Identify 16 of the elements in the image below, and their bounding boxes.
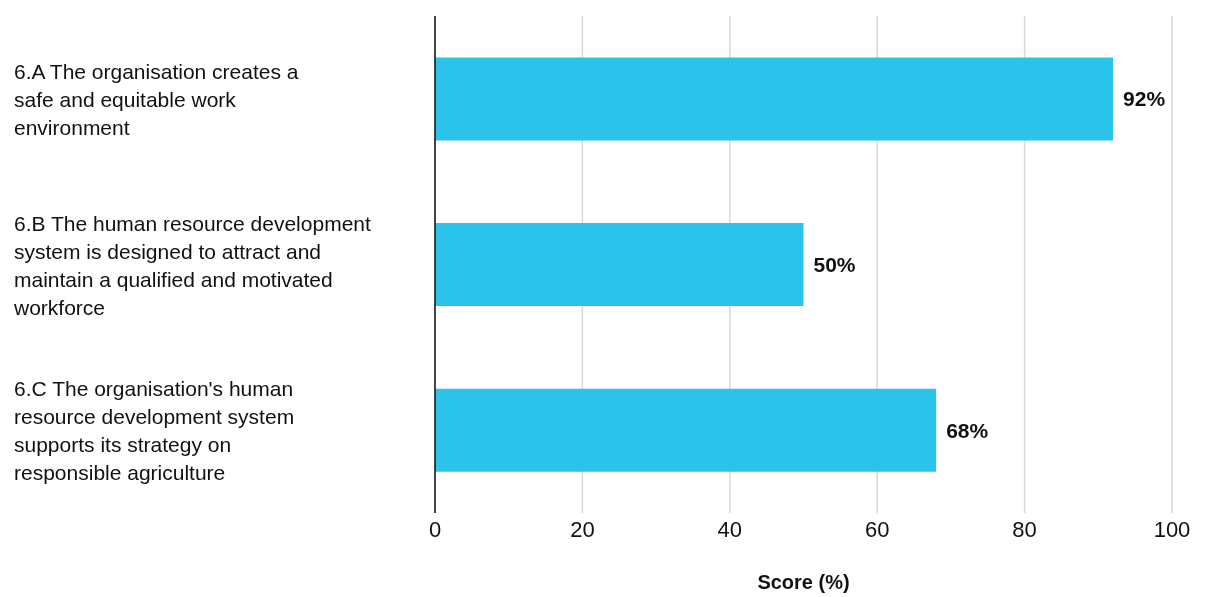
- x-axis-title: Score (%): [757, 571, 850, 593]
- x-tick-label: 60: [864, 516, 890, 542]
- data-label: 50%: [813, 253, 856, 277]
- x-tick-label: 20: [570, 516, 595, 542]
- x-tick-label: 100: [1153, 516, 1191, 542]
- bar: [435, 57, 1114, 141]
- x-tick-label: 80: [1012, 516, 1037, 542]
- bar: [435, 388, 937, 472]
- y-tick-label: 6.B The human resource development system is designed to attract and maintain a qualified and motivated workforce: [13, 211, 371, 318]
- y-tick-label: 6.C The organisation's human resource development system supports its strategy on responsible agriculture: [14, 376, 295, 484]
- data-label: 68%: [946, 418, 989, 442]
- bar: [435, 223, 804, 307]
- x-tick-label: 0: [428, 516, 442, 542]
- data-label: 92%: [1123, 87, 1166, 111]
- x-tick-label: 40: [717, 516, 743, 542]
- y-tick-label: 6.A The organisation creates a safe and equitable work environment: [14, 59, 299, 139]
